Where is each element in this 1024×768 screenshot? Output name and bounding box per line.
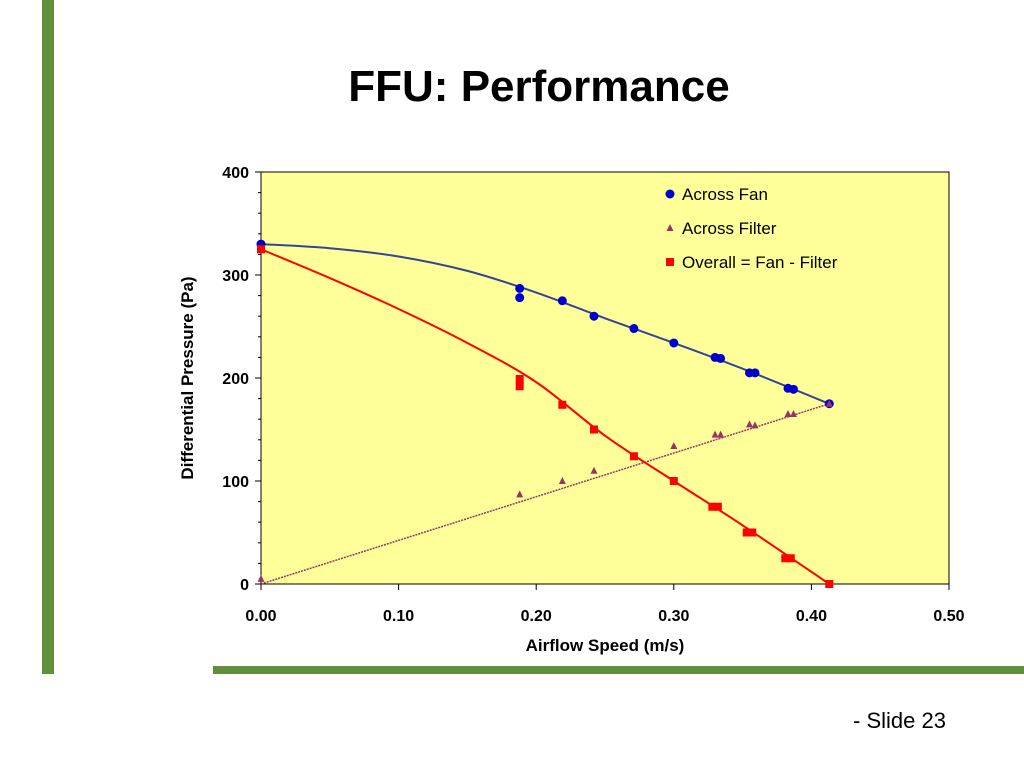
y-tick-label: 100	[222, 474, 249, 491]
filter-point	[558, 477, 566, 484]
x-tick-label: 0.40	[796, 608, 827, 625]
legend-label-filter: Across Filter	[682, 219, 777, 238]
filter-point	[257, 574, 265, 582]
filter-point	[516, 490, 524, 498]
filter-point	[711, 430, 719, 438]
fan-point	[789, 384, 799, 394]
filter-point	[670, 441, 678, 449]
x-tick-label: 0.10	[383, 608, 414, 625]
overall-point	[629, 452, 638, 461]
plot-area	[260, 171, 950, 585]
filter-curve	[260, 403, 830, 585]
filter-point	[717, 430, 725, 438]
overall-point	[589, 425, 598, 434]
legend: Across Fan Across Filter Overall = Fan - F…	[665, 185, 838, 272]
overall-point	[786, 554, 795, 563]
fan-point	[716, 353, 726, 363]
fan-curve	[260, 243, 830, 405]
overall-point	[825, 580, 834, 588]
y-tick-label: 400	[222, 165, 249, 182]
filter-point	[784, 410, 792, 418]
overall-point	[669, 477, 678, 485]
fan-point	[515, 293, 525, 303]
filter-point	[590, 466, 598, 474]
filter-point	[751, 421, 759, 429]
x-tick-label: 0.30	[658, 608, 689, 625]
filter-point	[825, 399, 833, 407]
overall-point	[748, 528, 757, 537]
legend-marker-overall	[666, 258, 674, 266]
fan-point	[589, 311, 599, 321]
overall-point	[742, 528, 751, 537]
overall-point	[257, 245, 265, 254]
x-axis-label: Airflow Speed (m/s)	[526, 636, 685, 655]
x-tick-label: 0.50	[933, 608, 964, 625]
filter-point	[790, 410, 798, 418]
fan-point	[515, 283, 525, 293]
overall-point	[708, 502, 717, 511]
x-tick-label: 0.00	[245, 608, 276, 625]
overall-curve	[260, 248, 830, 585]
slide-title: FFU: Performance	[348, 62, 730, 111]
fan-point	[557, 296, 567, 306]
overall-point	[713, 502, 722, 511]
overall-point	[558, 400, 567, 409]
fan-point	[629, 324, 639, 334]
fan-point	[750, 368, 760, 378]
legend-label-overall: Overall = Fan - Filter	[682, 253, 838, 272]
bottom-accent-bar	[213, 666, 1024, 674]
y-tick-label: 0	[240, 577, 249, 594]
overall-point	[515, 382, 524, 391]
overall-point	[781, 554, 790, 563]
y-axis-label: Differential Pressure (Pa)	[178, 276, 197, 479]
legend-marker-filter	[666, 224, 674, 231]
y-tick-label: 300	[222, 268, 249, 285]
legend-label-fan: Across Fan	[682, 185, 768, 204]
fan-point	[669, 338, 679, 348]
legend-marker-fan	[665, 189, 675, 199]
y-tick-label: 200	[222, 371, 249, 388]
slide-number: - Slide 23	[853, 708, 946, 733]
left-accent-bar	[42, 0, 54, 674]
filter-point	[745, 420, 753, 428]
overall-point	[515, 375, 524, 384]
x-tick-label: 0.20	[521, 608, 552, 625]
